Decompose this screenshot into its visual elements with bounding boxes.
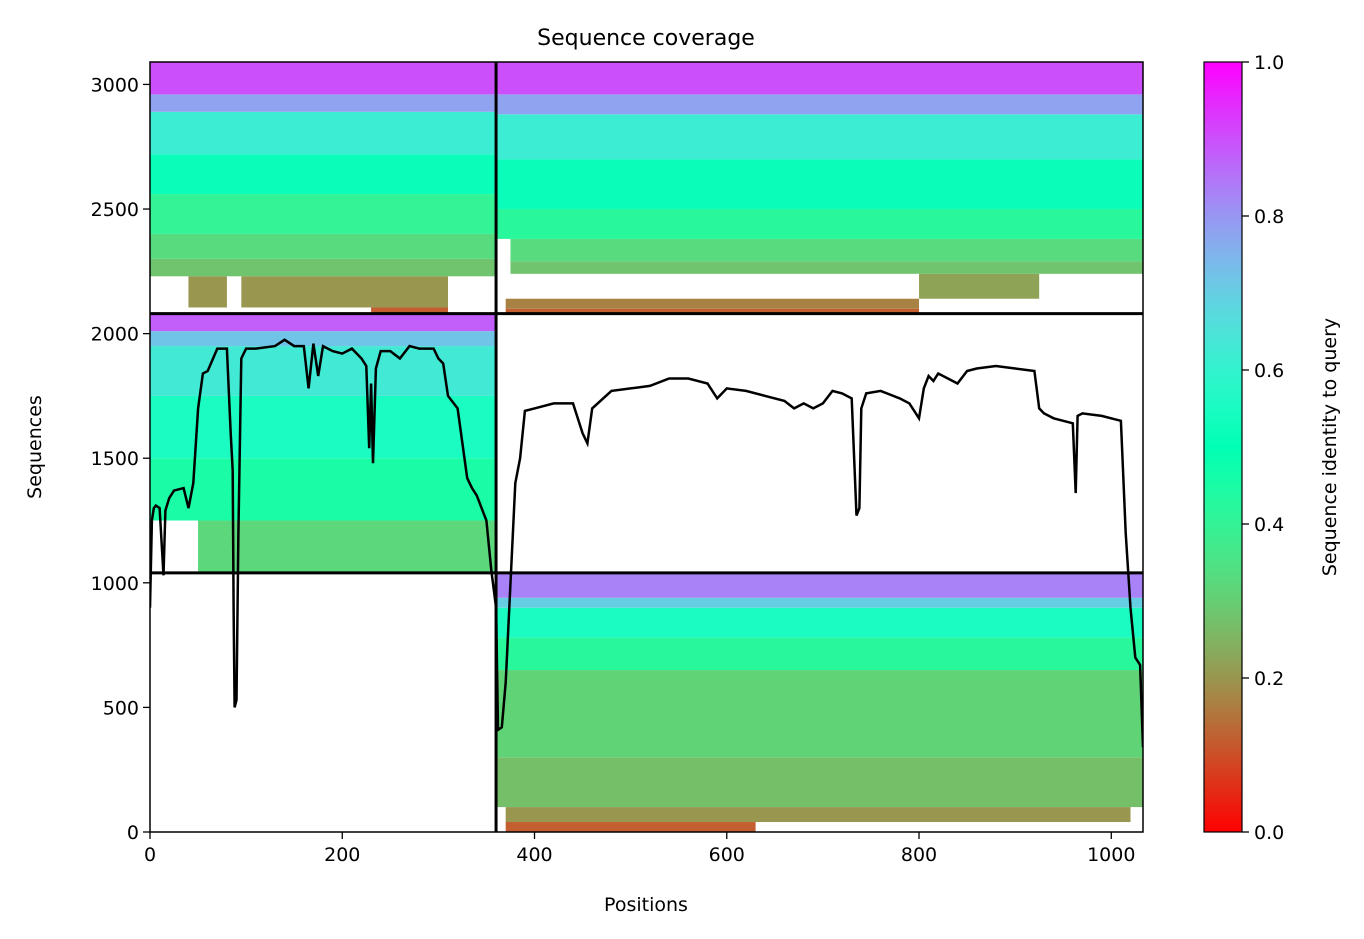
- colorbar-ticks: 0.0 0.2 0.4 0.6 0.8 1.0: [1242, 52, 1284, 844]
- identity-band: [505, 807, 1131, 823]
- y-tick-label: 1500: [91, 448, 139, 470]
- identity-band: [150, 313, 497, 332]
- identity-band: [150, 331, 497, 347]
- identity-band: [496, 597, 1143, 608]
- y-tick-label: 2000: [91, 324, 139, 346]
- identity-band: [198, 520, 497, 573]
- y-tick-label: 1000: [91, 573, 139, 595]
- x-tick-label: 400: [516, 844, 552, 866]
- identity-band: [241, 276, 448, 308]
- identity-band: [188, 276, 227, 308]
- identity-band: [919, 273, 1040, 299]
- identity-band: [150, 94, 497, 112]
- identity-band: [510, 261, 1143, 274]
- block-dividers: [150, 62, 1143, 832]
- identity-band: [150, 258, 497, 277]
- identity-band: [505, 298, 920, 309]
- identity-band: [510, 238, 1143, 262]
- colorbar-label: Sequence identity to query: [1319, 318, 1341, 576]
- plot-frame: [149, 61, 1144, 833]
- x-axis-label: Positions: [604, 894, 688, 916]
- colorbar: 0.0 0.2 0.4 0.6 0.8 1.0 Sequence identity to …: [1203, 52, 1341, 844]
- identity-band: [496, 670, 1143, 758]
- identity-band: [505, 822, 756, 832]
- coverage-line: [150, 338, 1143, 748]
- coverage-blocks: [150, 62, 1143, 832]
- block-1: [150, 313, 497, 573]
- identity-band: [505, 308, 920, 314]
- y-axis-label: Sequences: [24, 395, 46, 499]
- x-tick-label: 1000: [1087, 844, 1135, 866]
- y-tick-label: 3000: [91, 74, 139, 96]
- colorbar-tick-label: 0.0: [1254, 822, 1284, 844]
- identity-band: [150, 194, 497, 234]
- y-axis-ticks: 0 500 1000 1500 2000 2500 3000: [91, 74, 150, 844]
- chart-title: Sequence coverage: [537, 26, 755, 51]
- x-axis-ticks: 0 200 400 600 800 1000: [144, 832, 1135, 866]
- block-4: [496, 62, 1143, 314]
- identity-band: [150, 62, 497, 95]
- identity-band: [496, 607, 1143, 638]
- identity-band: [496, 209, 1143, 239]
- block-2: [150, 62, 497, 314]
- y-tick-label: 0: [127, 822, 139, 844]
- plot-area: [150, 62, 1143, 832]
- colorbar-tick-label: 1.0: [1254, 52, 1284, 74]
- identity-band: [496, 159, 1143, 210]
- y-tick-label: 2500: [91, 199, 139, 221]
- block-3: [496, 572, 1143, 832]
- identity-band: [150, 233, 497, 259]
- identity-band: [150, 154, 497, 195]
- identity-band: [496, 62, 1143, 95]
- identity-band: [150, 395, 497, 459]
- identity-band: [371, 307, 448, 314]
- colorbar-tick-label: 0.2: [1254, 668, 1284, 690]
- identity-band: [496, 572, 1143, 598]
- identity-band: [496, 94, 1143, 115]
- x-tick-label: 0: [144, 844, 156, 866]
- colorbar-tick-label: 0.6: [1254, 360, 1284, 382]
- identity-band: [150, 111, 497, 155]
- colorbar-tick-label: 0.8: [1254, 206, 1284, 228]
- x-tick-label: 800: [901, 844, 937, 866]
- identity-band: [496, 637, 1143, 671]
- identity-band: [496, 757, 1143, 808]
- colorbar-tick-label: 0.4: [1254, 514, 1284, 536]
- identity-band: [496, 114, 1143, 160]
- x-tick-label: 200: [324, 844, 360, 866]
- x-tick-label: 600: [709, 844, 745, 866]
- colorbar-gradient: [1203, 61, 1243, 833]
- y-tick-label: 500: [103, 697, 139, 719]
- identity-band: [150, 458, 497, 521]
